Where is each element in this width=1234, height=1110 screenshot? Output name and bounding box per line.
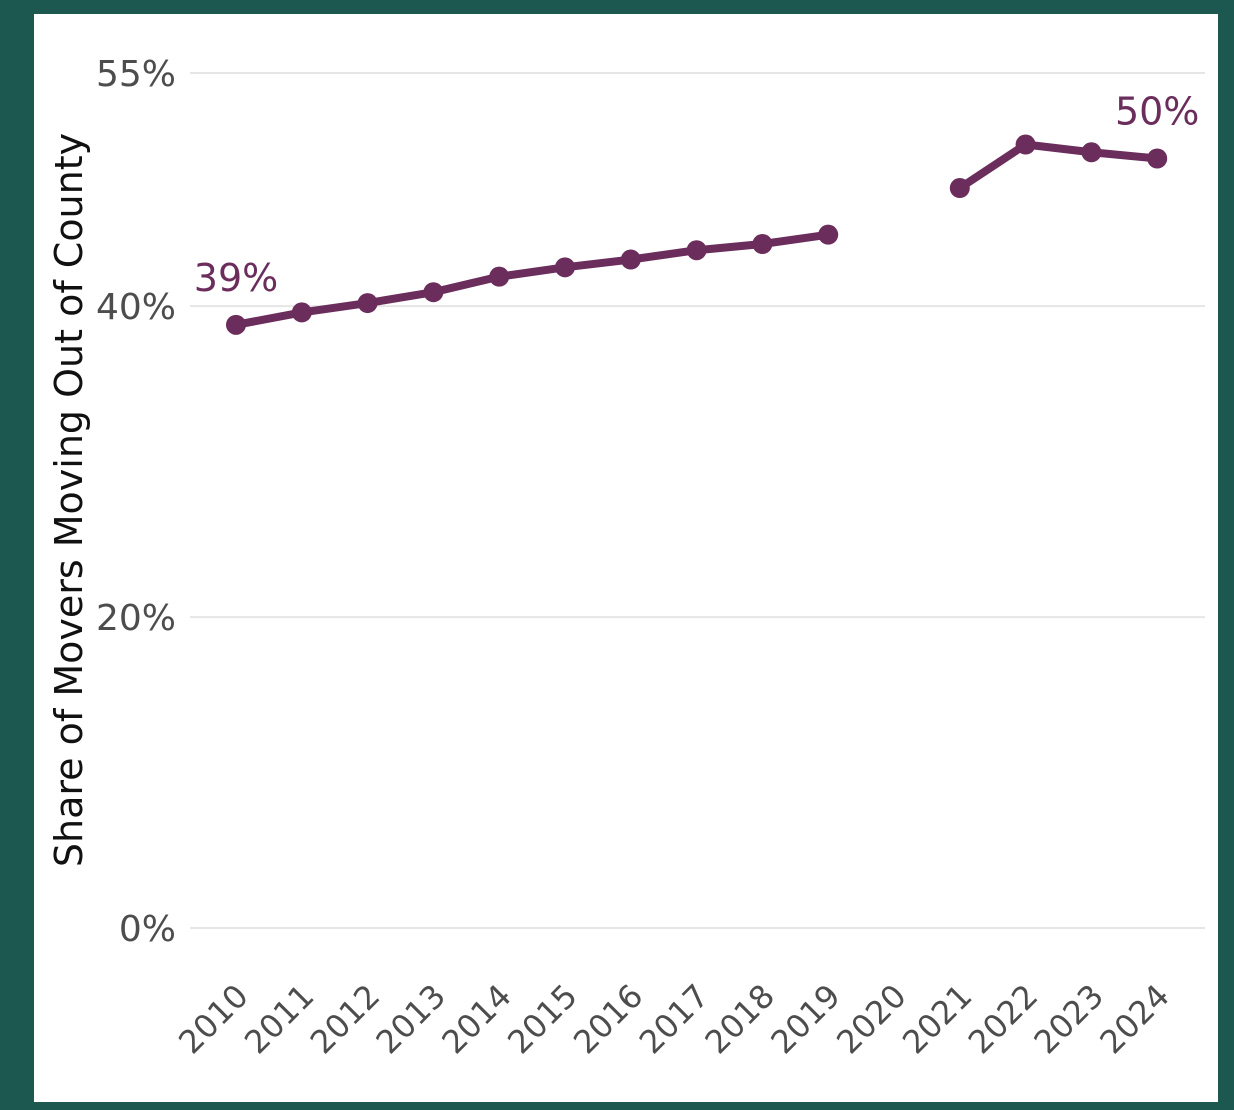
- data-point: [818, 224, 839, 245]
- x-tick-label: 2024: [1092, 977, 1176, 1061]
- data-point: [752, 234, 773, 254]
- data-point: [489, 266, 510, 287]
- y-tick-label: 20%: [96, 598, 176, 639]
- x-tick-label: 2019: [763, 977, 847, 1061]
- chart-panel: [34, 14, 1218, 1102]
- data-point: [555, 257, 575, 278]
- data-labels: 39% 50%: [194, 90, 1200, 300]
- data-point: [686, 240, 707, 261]
- x-tick-label: 2018: [698, 977, 782, 1061]
- x-tick-label: 2021: [895, 977, 979, 1061]
- x-tick-label: 2023: [1027, 977, 1111, 1061]
- x-tick-labels: 2010201120122013201420152016201720182019…: [171, 977, 1177, 1061]
- data-label: 39%: [194, 256, 278, 300]
- y-axis-label: Share of Movers Moving Out of County: [47, 133, 91, 867]
- series-line-segment: [955, 140, 1162, 193]
- data-point: [226, 314, 246, 335]
- data-label: 50%: [1115, 90, 1199, 134]
- data-point: [1081, 142, 1102, 163]
- series-line: [232, 140, 1162, 329]
- y-tick-label: 40%: [96, 287, 176, 328]
- y-tick-labels: 0% 20% 40% 55%: [96, 54, 176, 950]
- data-point: [291, 302, 312, 323]
- x-tick-label: 2022: [961, 977, 1045, 1061]
- y-tick-label: 0%: [119, 909, 176, 950]
- x-tick-label: 2015: [500, 977, 584, 1061]
- series-line-segment: [232, 230, 833, 329]
- x-tick-label: 2014: [434, 977, 518, 1061]
- y-tick-label: 55%: [96, 54, 176, 95]
- data-point: [1147, 148, 1168, 169]
- x-tick-label: 2010: [171, 977, 255, 1061]
- x-tick-label: 2017: [632, 977, 716, 1061]
- data-point: [1015, 134, 1036, 155]
- gridlines: [190, 72, 1205, 929]
- x-tick-label: 2011: [237, 977, 321, 1061]
- x-tick-label: 2012: [303, 977, 387, 1061]
- data-point: [620, 249, 641, 270]
- data-point: [423, 282, 444, 303]
- series-points: [226, 134, 1168, 335]
- x-tick-label: 2020: [829, 977, 913, 1061]
- x-tick-label: 2016: [566, 977, 650, 1061]
- data-point: [949, 178, 970, 199]
- data-point: [357, 293, 378, 314]
- x-tick-label: 2013: [369, 977, 453, 1061]
